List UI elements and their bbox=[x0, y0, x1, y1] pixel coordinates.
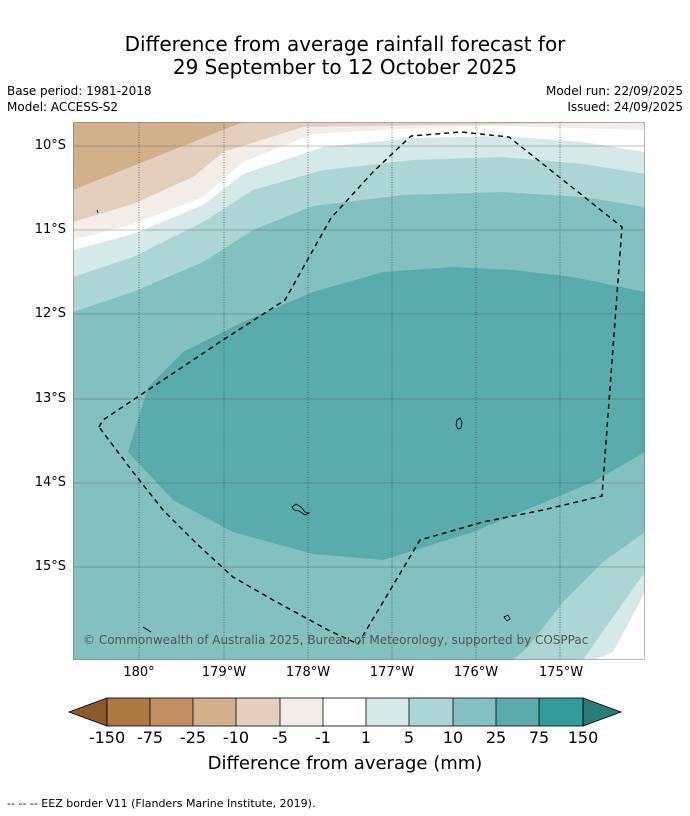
colorbar-seg-5 bbox=[280, 698, 323, 726]
band-teal-25 bbox=[128, 267, 645, 560]
colorbar-label-5: 5 bbox=[403, 728, 415, 747]
colorbar-seg-2 bbox=[150, 698, 193, 726]
colorbar-label-minus150: -150 bbox=[88, 728, 126, 747]
lon-gridlines bbox=[138, 122, 561, 660]
lon-label-178w: 178°W bbox=[285, 665, 331, 680]
island-edge-1 bbox=[142, 626, 152, 633]
base-period-label: Base period: 1981-2018 bbox=[7, 84, 152, 98]
colorbar-seg-10 bbox=[496, 698, 539, 726]
colorbar-seg-7 bbox=[366, 698, 409, 726]
colorbar-label-75: 75 bbox=[528, 728, 550, 747]
island-edge-2 bbox=[96, 209, 99, 214]
colorbar-label-25: 25 bbox=[485, 728, 507, 747]
chart-title-line-1: Difference from average rainfall forecas… bbox=[124, 32, 566, 56]
colorbar-label-10: 10 bbox=[442, 728, 464, 747]
model-run-label: Model run: 22/09/2025 bbox=[545, 84, 683, 98]
map-border bbox=[73, 122, 645, 660]
eez-border bbox=[98, 131, 623, 645]
colorbar-seg-8 bbox=[409, 698, 453, 726]
colorbar-seg-1 bbox=[107, 698, 150, 726]
lat-label-12s: 12°S bbox=[34, 306, 66, 321]
colorbar-label-1: 1 bbox=[360, 728, 372, 747]
colorbar-seg-9 bbox=[453, 698, 496, 726]
eez-footnote: -- -- -- EEZ border V11 (Flanders Marine… bbox=[7, 797, 316, 810]
lon-label-177w: 177°W bbox=[369, 665, 415, 680]
lat-label-13s: 13°S bbox=[34, 391, 66, 406]
lon-label-176w: 176°W bbox=[453, 665, 499, 680]
island-swains bbox=[455, 417, 463, 430]
colorbar-label-minus75: -75 bbox=[136, 728, 164, 747]
colorbar-label-minus1: -1 bbox=[315, 728, 331, 747]
lon-label-179w: 179°W bbox=[201, 665, 247, 680]
colorbar-label-minus25: -25 bbox=[179, 728, 207, 747]
island-rose bbox=[503, 614, 511, 622]
colorbar-seg-6 bbox=[323, 698, 366, 726]
lat-label-15s: 15°S bbox=[34, 559, 66, 574]
colorbar-label-minus5: -5 bbox=[272, 728, 288, 747]
rainfall-map bbox=[73, 122, 645, 660]
colorbar-seg-3 bbox=[193, 698, 236, 726]
issued-label: Issued: 24/09/2025 bbox=[567, 100, 683, 114]
colorbar-extend-low bbox=[67, 697, 108, 727]
lon-label-175w: 175°W bbox=[538, 665, 584, 680]
model-label: Model: ACCESS-S2 bbox=[7, 100, 119, 114]
lat-label-11s: 11°S bbox=[34, 222, 66, 237]
colorbar-title: Difference from average (mm) bbox=[207, 753, 483, 774]
colorbar-seg-4 bbox=[236, 698, 280, 726]
lat-label-14s: 14°S bbox=[34, 475, 66, 490]
island-tutuila bbox=[291, 503, 311, 516]
lat-gridlines bbox=[73, 145, 645, 568]
colorbar-label-minus10: -10 bbox=[222, 728, 250, 747]
lat-label-10s: 10°S bbox=[34, 138, 66, 153]
colorbar-seg-11 bbox=[539, 698, 583, 726]
copyright-text: © Commonwealth of Australia 2025, Bureau… bbox=[83, 633, 589, 647]
colorbar bbox=[67, 697, 623, 727]
colorbar-label-150: 150 bbox=[567, 728, 599, 747]
chart-title-line-2: 29 September to 12 October 2025 bbox=[172, 55, 518, 79]
colorbar-extend-high bbox=[582, 697, 623, 727]
lon-label-180: 180° bbox=[123, 665, 155, 680]
